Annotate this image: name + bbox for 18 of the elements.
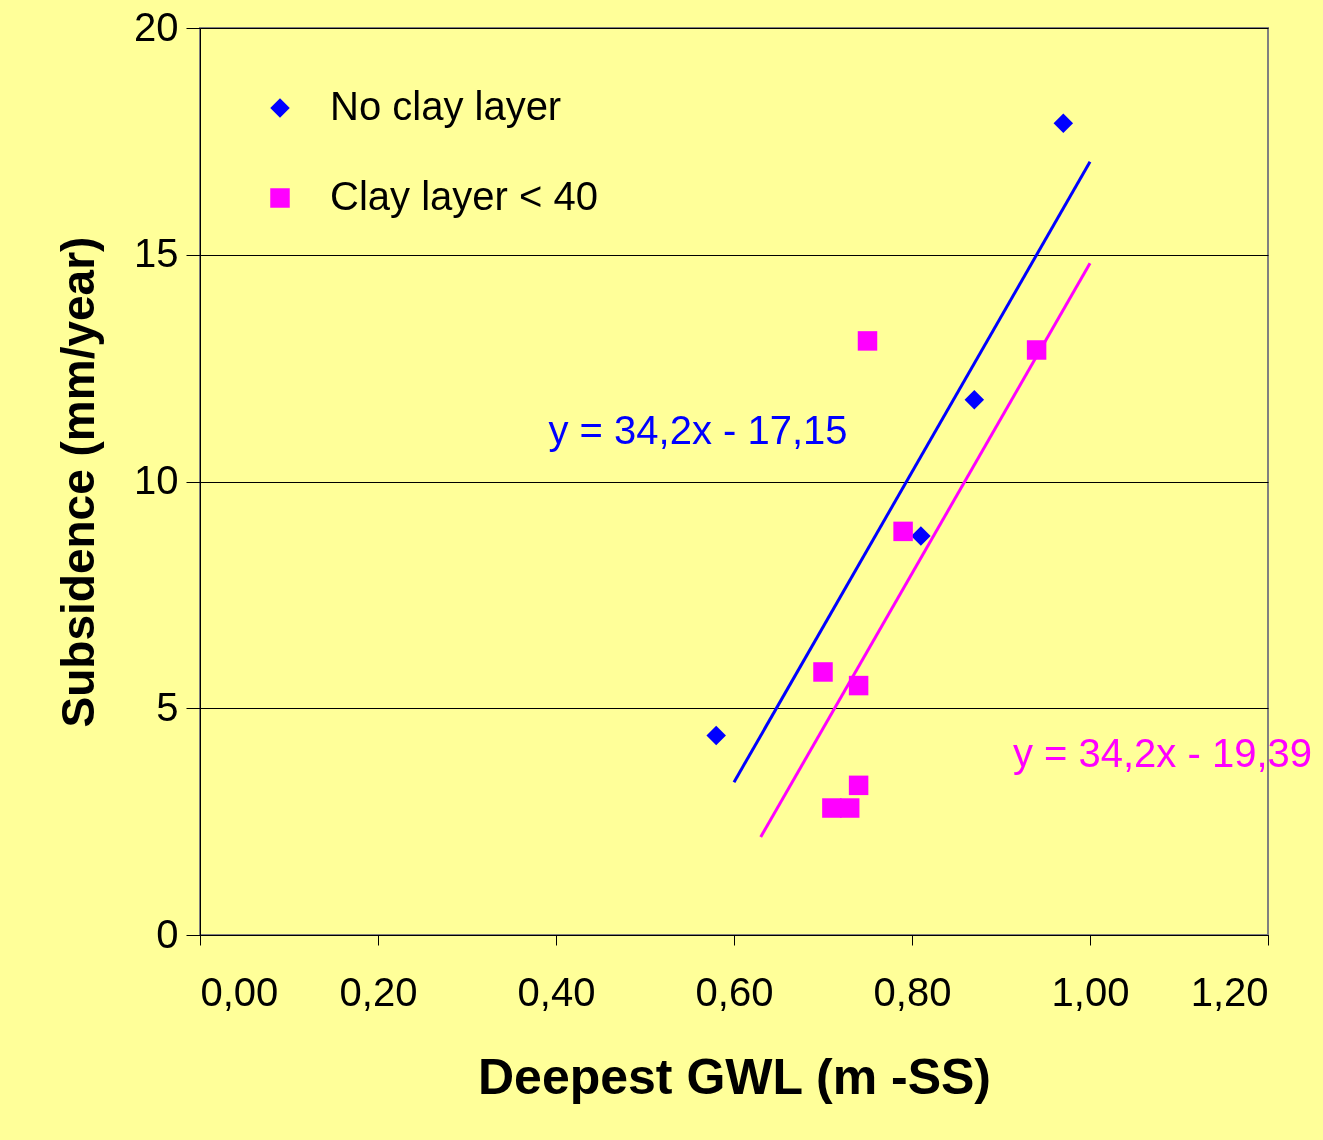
x-tick-label: 0,40 xyxy=(517,969,596,1014)
x-axis-title: Deepest GWL (m -SS) xyxy=(477,1048,992,1105)
x-tick-label: 0,60 xyxy=(695,969,774,1014)
x-tick-label: 1,20 xyxy=(1190,969,1269,1014)
legend-label: No clay layer xyxy=(330,84,562,128)
y-tick-label: 20 xyxy=(134,4,179,49)
y-axis-title: Subsidence (mm/year) xyxy=(52,236,105,728)
y-tick-label: 0 xyxy=(156,911,179,956)
y-tick-label: 15 xyxy=(134,231,179,276)
legend-label: Clay layer < 40 xyxy=(330,174,598,218)
x-tick-label: 1,00 xyxy=(1051,969,1130,1014)
x-tick-label: 0,80 xyxy=(873,969,952,1014)
annotation: y = 34,2x - 19,39 xyxy=(1012,731,1312,775)
y-tick-label: 10 xyxy=(134,458,179,502)
x-tick-label: 0,00 xyxy=(200,969,279,1014)
annotation: y = 34,2x - 17,15 xyxy=(548,408,848,452)
x-tick-label: 0,20 xyxy=(339,969,418,1014)
y-tick-label: 5 xyxy=(156,684,179,729)
